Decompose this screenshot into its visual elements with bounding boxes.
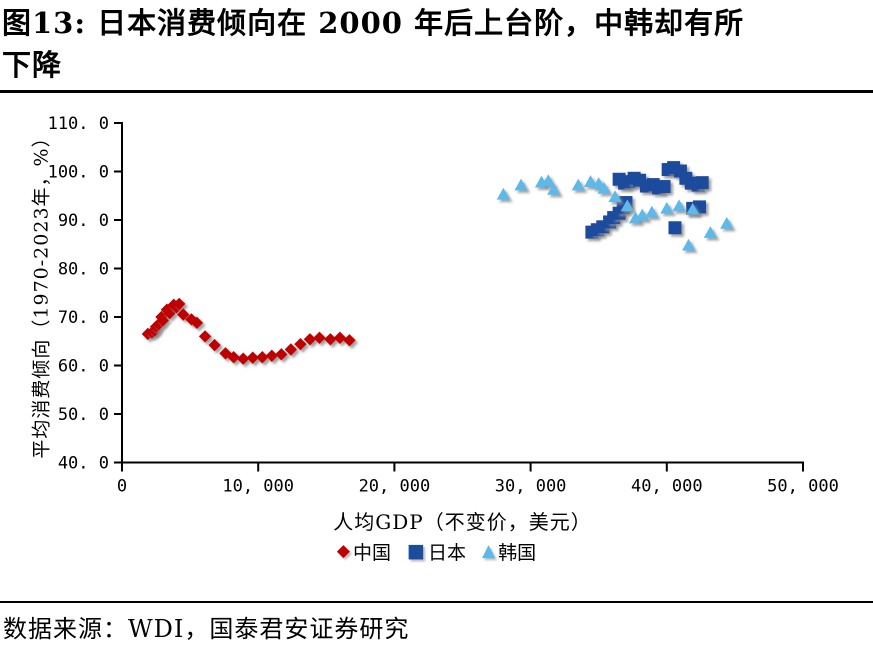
point-china: [333, 331, 347, 345]
point-korea: [597, 181, 611, 194]
figure-title: 图13: 日本消费倾向在 2000 年后上台阶，中韩却有所 下降: [2, 2, 871, 86]
point-china: [265, 349, 279, 362]
point-china: [190, 316, 204, 330]
legend-item-korea: ▲ 韩国: [482, 538, 536, 565]
chart-area: 40. 0 50. 0 60. 0 70. 0 80. 0 90. 0 100. 0 110.…: [0, 100, 873, 600]
legend-label-japan: 日本: [427, 542, 466, 564]
point-china: [246, 351, 259, 364]
point-china: [275, 348, 288, 361]
point-china: [198, 330, 212, 343]
point-china: [324, 333, 337, 346]
y-tick-label: 50. 0: [58, 405, 109, 425]
point-japan: [695, 176, 709, 190]
y-axis-title: 平均消费倾向（1970-2023年，%）: [30, 127, 53, 459]
y-tick-label: 90. 0: [58, 211, 109, 231]
point-korea: [720, 216, 734, 229]
legend: ◆ 中国 ■ 日本 ▲ 韩国: [0, 538, 873, 565]
x-tick-label: 30, 000: [495, 477, 567, 497]
title-divider: [0, 90, 873, 93]
point-china: [284, 343, 298, 356]
y-tick-label: 40. 0: [58, 454, 109, 474]
point-china: [256, 351, 269, 364]
point-china: [177, 308, 190, 321]
point-korea: [571, 178, 585, 191]
point-korea: [681, 238, 696, 251]
point-korea: [514, 178, 528, 191]
figure-title-line2: 下降: [2, 48, 63, 82]
point-korea: [686, 202, 700, 215]
point-korea: [541, 174, 555, 187]
point-korea: [645, 205, 659, 218]
x-tick-label: 10, 000: [222, 477, 294, 497]
point-korea: [583, 175, 598, 187]
point-korea: [672, 199, 686, 212]
point-korea: [496, 187, 510, 200]
point-china: [227, 351, 240, 364]
x-tick-label: 0: [117, 477, 127, 497]
point-japan: [668, 221, 682, 235]
point-china: [156, 314, 170, 327]
figure-title-line1: 图13: 日本消费倾向在 2000 年后上台阶，中韩却有所: [2, 6, 745, 40]
footer-divider: [0, 601, 873, 603]
y-tick-label: 70. 0: [58, 308, 109, 328]
x-axis-title: 人均GDP（不变价，美元）: [333, 510, 592, 534]
legend-item-japan: ■ 日本: [407, 538, 466, 565]
y-tick-label: 80. 0: [58, 260, 109, 280]
y-tick-label: 60. 0: [58, 357, 109, 377]
legend-item-china: ◆ 中国: [337, 538, 391, 565]
point-china: [208, 338, 221, 352]
point-korea: [608, 190, 622, 203]
triangle-icon: ▲: [481, 541, 496, 561]
diamond-icon: ◆: [336, 541, 350, 561]
legend-label-korea: 韩国: [498, 542, 537, 564]
point-china: [237, 352, 250, 365]
scatter-plot: 40. 0 50. 0 60. 0 70. 0 80. 0 90. 0 100. 0 110.…: [48, 114, 839, 497]
legend-label-china: 中国: [353, 542, 392, 564]
point-china: [313, 331, 326, 345]
y-tick-label: 100. 0: [48, 163, 109, 183]
point-china: [303, 333, 317, 346]
x-tick-label: 40, 000: [631, 477, 703, 497]
point-korea: [620, 199, 634, 212]
square-icon: ■: [407, 540, 425, 562]
y-tick-label: 110. 0: [48, 114, 109, 134]
data-source: 数据来源：WDI，国泰君安证券研究: [3, 615, 410, 643]
point-korea: [547, 182, 561, 195]
point-korea: [660, 201, 674, 214]
point-japan: [657, 180, 671, 194]
point-china: [343, 334, 356, 347]
x-tick-label: 50, 000: [767, 477, 839, 497]
point-korea: [703, 226, 717, 238]
x-tick-label: 20, 000: [359, 477, 431, 497]
